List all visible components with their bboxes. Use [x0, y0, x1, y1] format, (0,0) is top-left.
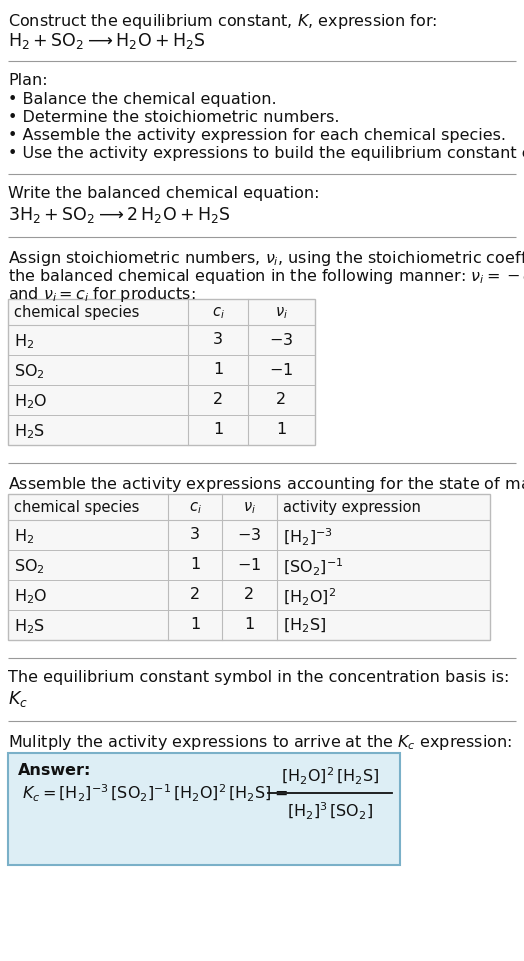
Text: $c_i$: $c_i$: [212, 305, 224, 321]
Text: • Assemble the activity expression for each chemical species.: • Assemble the activity expression for e…: [8, 128, 506, 143]
Text: $\mathrm{SO_2}$: $\mathrm{SO_2}$: [14, 362, 45, 381]
Text: Assemble the activity expressions accounting for the state of matter and $\nu_i$: Assemble the activity expressions accoun…: [8, 475, 524, 494]
Text: Assign stoichiometric numbers, $\nu_i$, using the stoichiometric coefficients, $: Assign stoichiometric numbers, $\nu_i$, …: [8, 249, 524, 268]
FancyBboxPatch shape: [8, 299, 315, 445]
Text: 2: 2: [190, 587, 200, 602]
Text: 3: 3: [190, 527, 200, 542]
Text: Write the balanced chemical equation:: Write the balanced chemical equation:: [8, 186, 320, 201]
Text: $c_i$: $c_i$: [189, 500, 201, 516]
Text: $\nu_i$: $\nu_i$: [275, 305, 288, 321]
Text: $3 \mathrm{H_2 + SO_2 \longrightarrow 2\, H_2O + H_2S}$: $3 \mathrm{H_2 + SO_2 \longrightarrow 2\…: [8, 205, 231, 225]
Text: $[\mathrm{H_2O}]^{2}$: $[\mathrm{H_2O}]^{2}$: [283, 587, 336, 608]
Text: 1: 1: [244, 617, 254, 632]
Text: $\mathrm{H_2 + SO_2 \longrightarrow H_2O + H_2S}$: $\mathrm{H_2 + SO_2 \longrightarrow H_2O…: [8, 31, 205, 51]
Text: 1: 1: [190, 557, 200, 572]
Text: $\mathrm{H_2O}$: $\mathrm{H_2O}$: [14, 392, 47, 410]
Text: $[\mathrm{H_2O}]^{2}\,[\mathrm{H_2S}]$: $[\mathrm{H_2O}]^{2}\,[\mathrm{H_2S}]$: [281, 766, 379, 786]
Text: the balanced chemical equation in the following manner: $\nu_i = -c_i$ for react: the balanced chemical equation in the fo…: [8, 267, 524, 286]
FancyBboxPatch shape: [8, 753, 400, 865]
Text: $\mathrm{H_2}$: $\mathrm{H_2}$: [14, 332, 34, 351]
Text: • Balance the chemical equation.: • Balance the chemical equation.: [8, 92, 277, 107]
Text: $[\mathrm{H_2}]^{3}\,[\mathrm{SO_2}]$: $[\mathrm{H_2}]^{3}\,[\mathrm{SO_2}]$: [287, 801, 373, 822]
Text: 2: 2: [213, 392, 223, 407]
Text: $-3$: $-3$: [237, 527, 261, 543]
Text: $\nu_i$: $\nu_i$: [243, 500, 256, 516]
Text: chemical species: chemical species: [14, 500, 139, 515]
Text: • Determine the stoichiometric numbers.: • Determine the stoichiometric numbers.: [8, 110, 340, 125]
Text: $-1$: $-1$: [269, 362, 293, 378]
Text: 1: 1: [276, 422, 286, 437]
Text: and $\nu_i = c_i$ for products:: and $\nu_i = c_i$ for products:: [8, 285, 195, 304]
FancyBboxPatch shape: [8, 494, 490, 640]
Text: activity expression: activity expression: [283, 500, 421, 515]
Text: • Use the activity expressions to build the equilibrium constant expression.: • Use the activity expressions to build …: [8, 146, 524, 161]
Text: 2: 2: [244, 587, 254, 602]
Text: $K_c$: $K_c$: [8, 689, 28, 709]
Text: 1: 1: [190, 617, 200, 632]
Text: $\mathrm{SO_2}$: $\mathrm{SO_2}$: [14, 557, 45, 576]
Text: 1: 1: [213, 422, 223, 437]
Text: The equilibrium constant symbol in the concentration basis is:: The equilibrium constant symbol in the c…: [8, 670, 509, 685]
Text: 1: 1: [213, 362, 223, 377]
Text: $\mathrm{H_2S}$: $\mathrm{H_2S}$: [14, 617, 45, 635]
Text: $\mathrm{H_2O}$: $\mathrm{H_2O}$: [14, 587, 47, 605]
Text: $[\mathrm{H_2}]^{-3}$: $[\mathrm{H_2}]^{-3}$: [283, 527, 333, 548]
Text: $\mathrm{H_2}$: $\mathrm{H_2}$: [14, 527, 34, 546]
Text: $-1$: $-1$: [237, 557, 261, 573]
Text: Plan:: Plan:: [8, 73, 48, 88]
Text: chemical species: chemical species: [14, 305, 139, 320]
Text: $-3$: $-3$: [269, 332, 293, 348]
Text: Answer:: Answer:: [18, 763, 91, 778]
Text: Construct the equilibrium constant, $K$, expression for:: Construct the equilibrium constant, $K$,…: [8, 12, 438, 31]
Text: 2: 2: [276, 392, 286, 407]
Text: $[\mathrm{SO_2}]^{-1}$: $[\mathrm{SO_2}]^{-1}$: [283, 557, 343, 579]
Text: 3: 3: [213, 332, 223, 347]
Text: $[\mathrm{H_2S}]$: $[\mathrm{H_2S}]$: [283, 617, 326, 635]
Text: Mulitply the activity expressions to arrive at the $K_c$ expression:: Mulitply the activity expressions to arr…: [8, 733, 512, 752]
Text: $K_c = [\mathrm{H_2}]^{-3}\,[\mathrm{SO_2}]^{-1}\,[\mathrm{H_2O}]^{2}\,[\mathrm{: $K_c = [\mathrm{H_2}]^{-3}\,[\mathrm{SO_…: [22, 782, 288, 803]
Text: $\mathrm{H_2S}$: $\mathrm{H_2S}$: [14, 422, 45, 441]
